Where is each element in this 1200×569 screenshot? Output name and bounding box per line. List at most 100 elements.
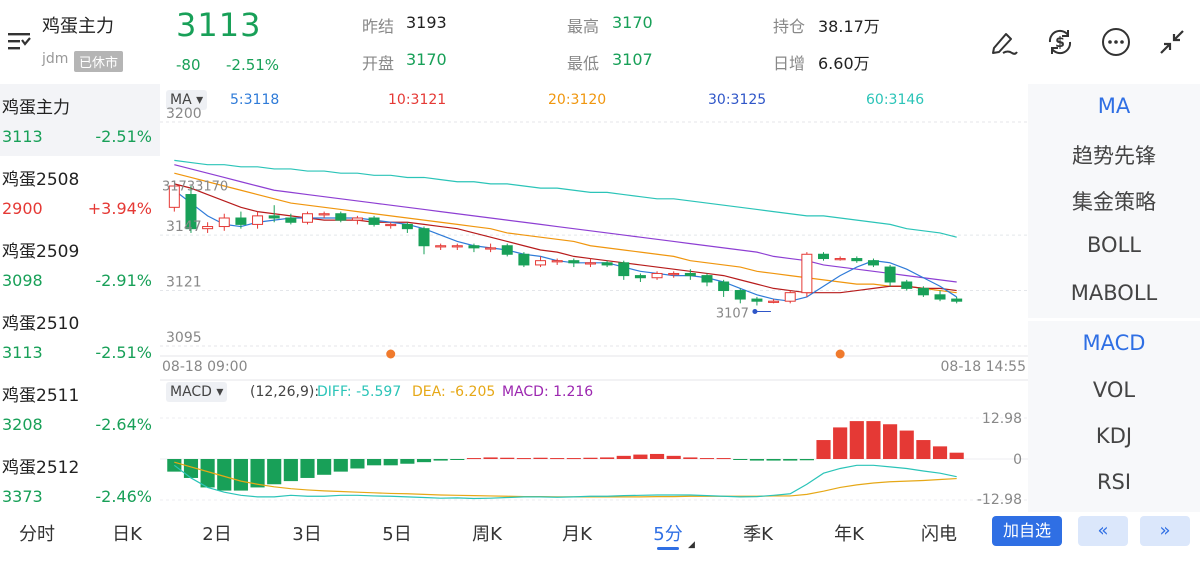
contract-item[interactable]: 鸡蛋2508 2900 +3.94% [0,156,160,228]
macd-histogram-bar [533,457,548,459]
macd-histogram-bar [233,459,248,491]
candle-body [584,262,596,265]
low-marker-dot [752,308,758,314]
macd-histogram-bar [566,458,581,460]
macd-dropdown[interactable]: MACD ▾ [166,382,228,402]
candle-body [818,253,830,260]
ma30-line [174,164,957,283]
indicator-vol[interactable]: VOL [1092,378,1136,402]
tab-weekly[interactable]: 周K [472,524,502,545]
low-label: 最低 [567,54,600,73]
menu-list-icon[interactable] [8,30,32,52]
macd-histogram-bar [616,455,631,459]
indicator-kdj[interactable]: KDJ [1095,424,1133,448]
tab-5day[interactable]: 5日 [382,524,412,545]
daily-increase-value: 6.60万 [818,54,870,73]
macd-histogram-bar [866,421,881,459]
ma20-value: 20:3120 [548,92,607,108]
macd-histogram-bar [300,459,315,478]
candle-body [168,185,180,208]
macd-histogram-bar [416,459,432,463]
macd-histogram-bar [466,458,482,460]
instrument-code: jdm [42,51,69,67]
price-axis-label: 3147 [166,219,202,235]
indicator-ma[interactable]: MA [1097,94,1131,118]
collapse-icon[interactable] [1156,26,1188,58]
macd-histogram-bar [699,458,715,460]
contract-item[interactable]: 鸡蛋2510 3113 -2.51% [0,300,160,372]
candle-body [435,245,447,248]
tab-quarterly[interactable]: 季K [743,524,773,545]
currency-exchange-icon[interactable]: $ [1044,26,1076,58]
low-value: 3107 [612,50,653,69]
indicator-fund-strategy[interactable]: 集金策略 [1072,190,1156,214]
macd-axis-label: -12.98 [977,492,1022,508]
indicator-trend-pioneer[interactable]: 趋势先锋 [1072,144,1156,168]
contract-price: 2900 [2,199,43,218]
low-price-label: 3107 [716,306,749,321]
macd-histogram-bar [833,427,848,459]
macd-histogram-bar [816,440,831,459]
macd-histogram-bar [949,452,964,459]
candle-body [401,223,413,230]
kline-chart[interactable]: 3200 3147 3121 3095 08-18 09:00 08-18 14:55 31… [160,84,1028,512]
candle-body [351,217,363,221]
add-to-watchlist-button[interactable]: 加自选 [992,516,1062,546]
macd-histogram-bar [183,459,199,478]
macd-histogram-bar [317,459,332,475]
macd-histogram-bar [483,457,498,459]
price-axis-label: 3121 [166,275,202,291]
indicator-macd[interactable]: MACD [1082,331,1146,355]
macd-histogram-bar [916,440,931,459]
candle-body [601,262,613,266]
tab-5min[interactable]: 5分 [653,524,683,545]
candle-body [934,294,946,300]
ma-dropdown[interactable]: MA ▾ [166,90,208,110]
macd-histogram-bar [932,446,948,459]
draw-pen-icon[interactable] [988,26,1020,58]
instrument-name[interactable]: 鸡蛋主力 [42,16,114,37]
candle-body [285,217,297,223]
contract-item[interactable]: 鸡蛋2512 3373 -2.46% [0,444,160,516]
contract-change-pct: -2.91% [95,271,152,290]
candle-body [917,287,929,296]
tab-2day[interactable]: 2日 [202,524,232,545]
candle-body [451,245,463,248]
prev-contract-button[interactable]: « [1078,516,1128,546]
indicator-rsi[interactable]: RSI [1096,470,1132,494]
contract-item[interactable]: 鸡蛋2509 3098 -2.91% [0,228,160,300]
tab-monthly[interactable]: 月K [562,524,592,545]
contract-name: 鸡蛋2510 [2,314,80,334]
tab-flash[interactable]: 闪电 [921,524,957,545]
more-icon[interactable] [1100,26,1132,58]
macd-histogram-bar [733,459,748,460]
macd-histogram-bar [350,459,365,469]
time-axis-start: 08-18 09:00 [162,359,247,375]
ma60-value: 60:3146 [866,92,925,108]
tab-intraday[interactable]: 分时 [19,524,55,545]
macd-histogram-bar [899,430,914,459]
candle-body [951,298,963,302]
contract-name: 鸡蛋2509 [2,242,80,262]
candle-body [718,281,730,292]
candle-body [468,245,480,249]
candle-body [301,213,313,223]
tab-yearly[interactable]: 年K [834,524,864,545]
market-status-badge: 已休市 [74,51,124,72]
tab-daily[interactable]: 日K [112,524,142,545]
contract-change-pct: -2.51% [95,127,152,146]
macd-params: (12,26,9): [250,384,320,400]
contract-price: 3208 [2,415,43,434]
next-contract-button[interactable]: » [1140,516,1190,546]
chart-area[interactable]: MA ▾ 5:3118 10:3121 20:3120 30:3125 60:3… [160,84,1028,512]
contract-price: 3373 [2,487,43,506]
macd-histogram-bar [383,459,398,466]
tab-3day[interactable]: 3日 [292,524,322,545]
macd-histogram-bar [500,457,515,459]
contract-item[interactable]: 鸡蛋2511 3208 -2.64% [0,372,160,444]
contract-item[interactable]: 鸡蛋主力 3113 -2.51% [0,84,160,156]
contract-list: 鸡蛋主力 3113 -2.51% 鸡蛋2508 2900 +3.94% 鸡蛋25… [0,84,160,512]
indicator-boll[interactable]: BOLL [1087,233,1141,257]
price-axis-label: 3200 [166,106,202,122]
indicator-maboll[interactable]: MABOLL [1070,281,1158,305]
